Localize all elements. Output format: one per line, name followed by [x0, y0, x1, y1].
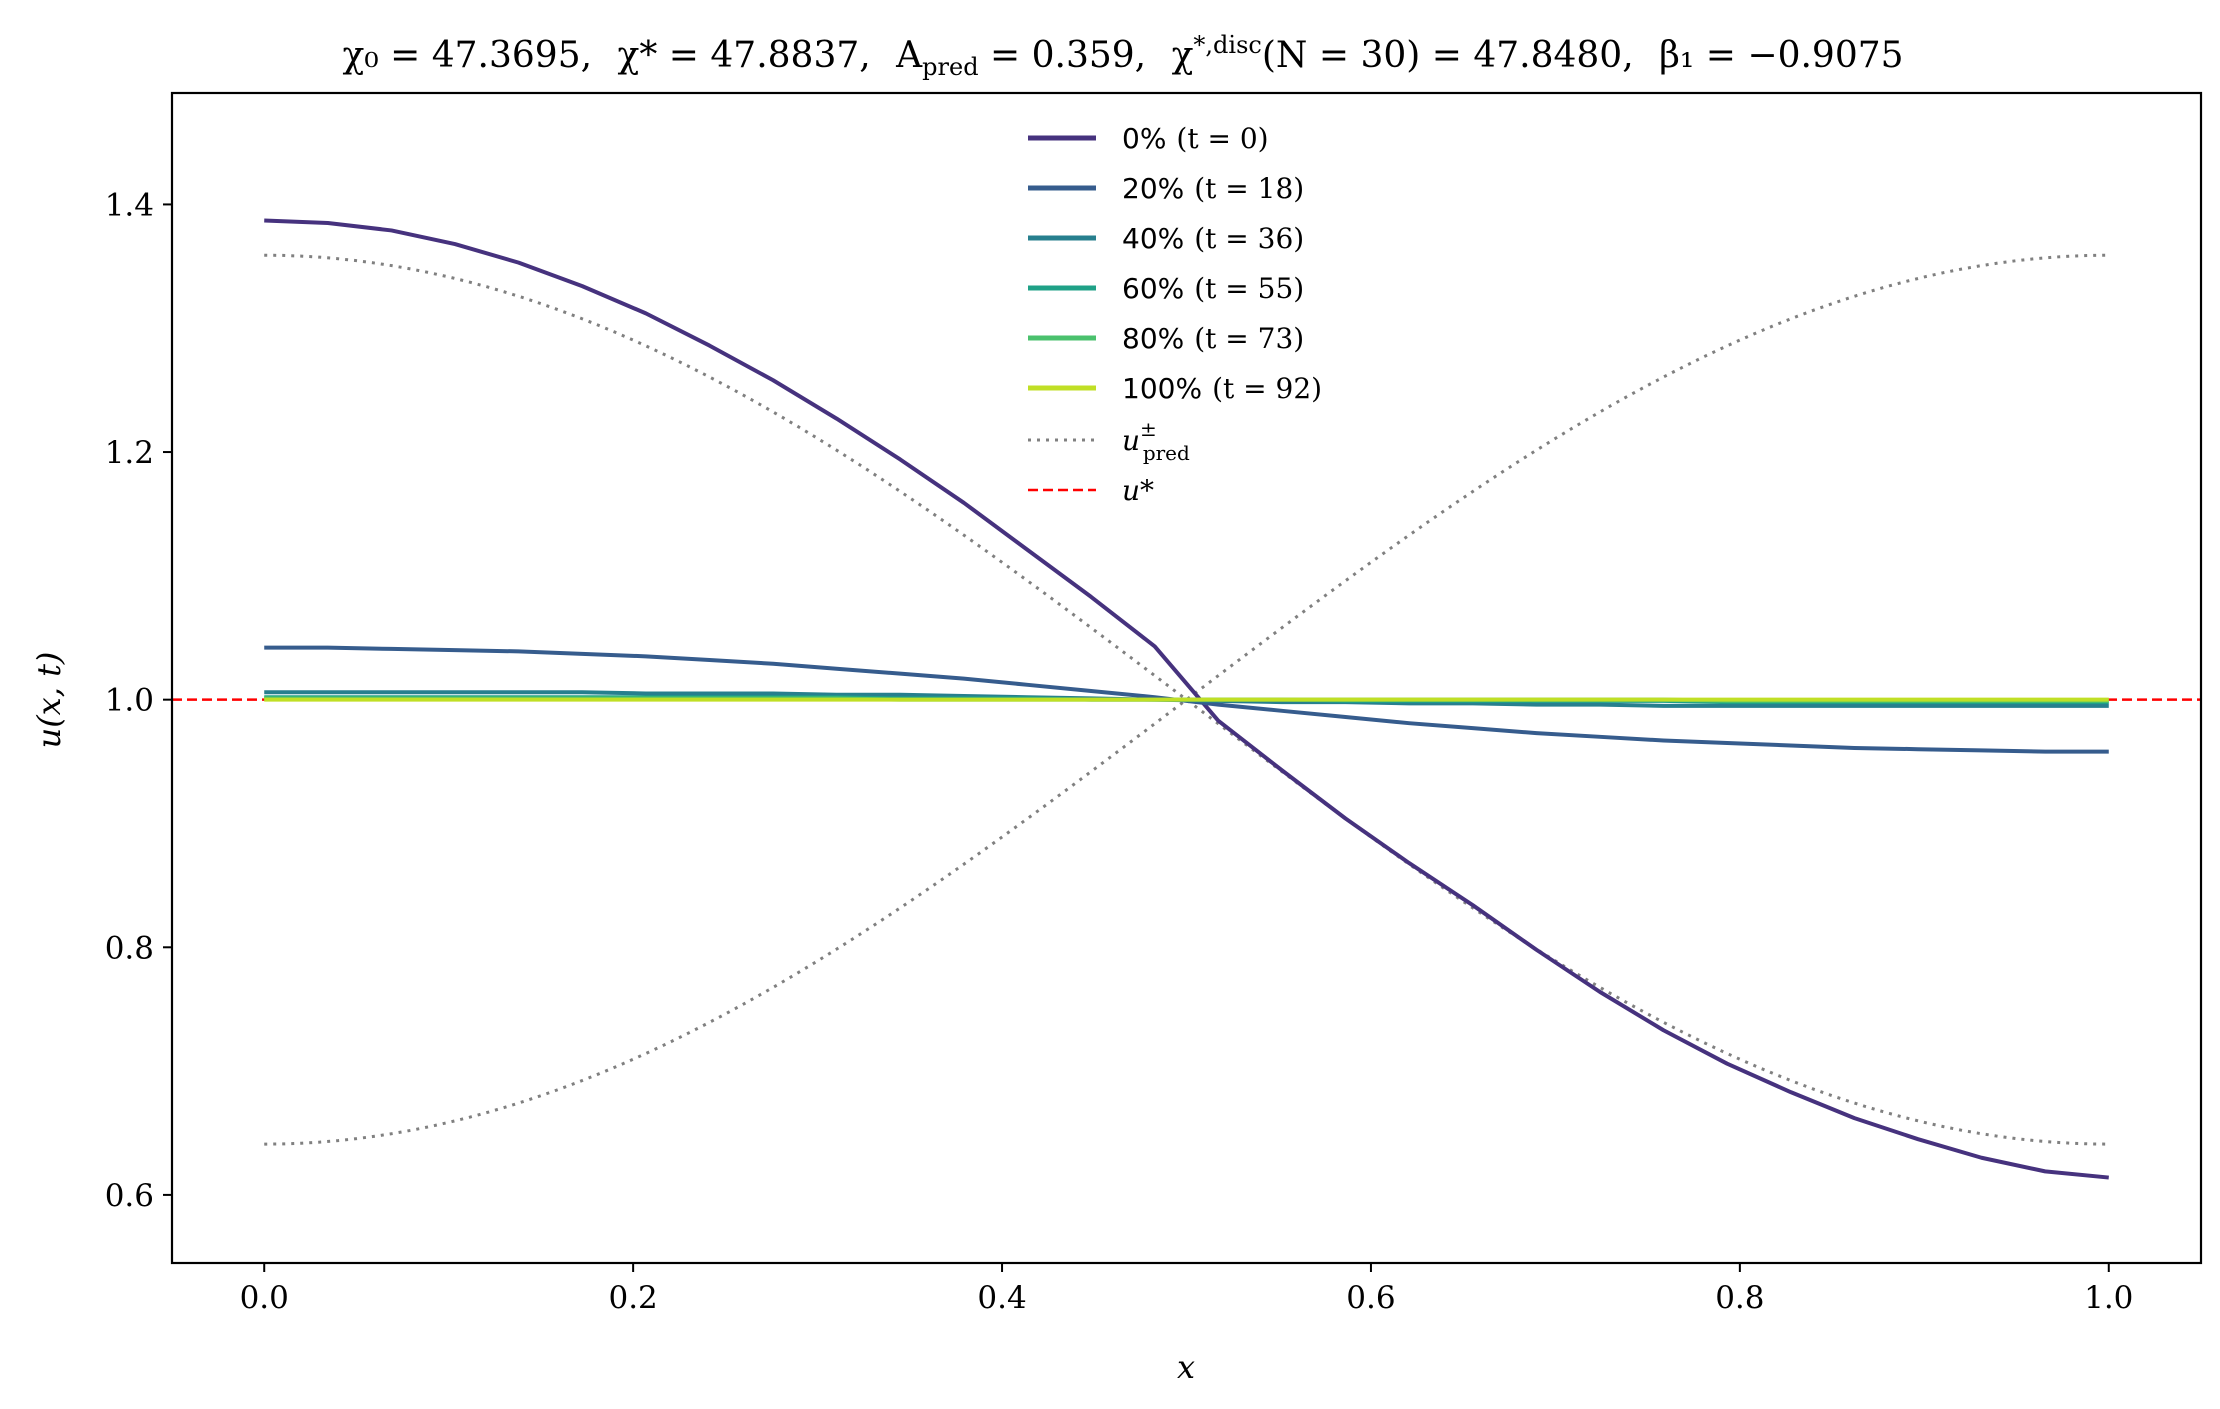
- chart-title: χ₀ = 47.3695, χ* = 47.8837, Apred = 0.35…: [342, 31, 1903, 81]
- legend-label-pct: 60%: [1122, 272, 1184, 305]
- x-axis: 0.0 0.2 0.4 0.6 0.8 1.0: [240, 1263, 2133, 1316]
- legend-label-pct: 20%: [1122, 172, 1184, 205]
- x-tick-label: 1.0: [2084, 1280, 2133, 1316]
- x-axis-label: x: [1177, 1348, 1195, 1386]
- plot-frame: [170, 91, 2203, 1265]
- title-apred-val: = 0.359,: [979, 35, 1147, 76]
- legend-label-pct: 100%: [1122, 372, 1202, 405]
- title-chidisc-val: (N = 30) = 47.8480,: [1262, 35, 1634, 76]
- title-apred-sub: pred: [922, 53, 978, 81]
- curves-layer: [172, 218, 2201, 1180]
- legend: 0% (t = 0) 20% (t = 18) 40% (t = 36) 60% (t = 5…: [1028, 122, 1322, 507]
- legend-label-0: 0% (t = 0): [1122, 122, 1269, 155]
- x-tick-label: 0.4: [977, 1280, 1026, 1316]
- title-apred: A: [895, 35, 923, 76]
- y-tick-label: 0.6: [105, 1178, 154, 1214]
- legend-label-time: (t = 36): [1194, 222, 1304, 255]
- legend-label-u-star: u*: [1122, 474, 1154, 507]
- legend-label-pct: 0%: [1122, 122, 1166, 155]
- legend-label-2: 40% (t = 36): [1122, 222, 1304, 255]
- legend-label-pct: 80%: [1122, 322, 1184, 355]
- legend-label-4: 80% (t = 73): [1122, 322, 1304, 355]
- y-axis: 0.6 0.8 1.0 1.2 1.4: [105, 187, 172, 1214]
- legend-label-time: (t = 73): [1194, 322, 1304, 355]
- legend-label-1: 20% (t = 18): [1122, 172, 1304, 205]
- legend-label-time: (t = 0): [1176, 122, 1268, 155]
- title-chidisc-sup: *,disc: [1193, 31, 1261, 59]
- legend-label-pct: 40%: [1122, 222, 1184, 255]
- title-beta: β₁ = −0.9075: [1659, 35, 1903, 76]
- y-tick-label: 0.8: [105, 930, 154, 966]
- title-chistar: χ* = 47.8837,: [618, 35, 871, 76]
- legend-label-time: (t = 18): [1194, 172, 1304, 205]
- x-tick-label: 0.6: [1346, 1280, 1395, 1316]
- x-tick-label: 0.2: [608, 1280, 657, 1316]
- series-line-0: [264, 218, 2109, 1180]
- y-tick-label: 1.0: [105, 683, 154, 719]
- title-chi0: χ₀ = 47.3695,: [342, 35, 592, 76]
- x-tick-label: 0.0: [240, 1280, 289, 1316]
- legend-label-5: 100% (t = 92): [1122, 372, 1322, 405]
- title-chidisc: χ: [1172, 35, 1194, 76]
- legend-label-time: (t = 92): [1212, 372, 1322, 405]
- legend-label-time: (t = 55): [1194, 272, 1304, 305]
- y-tick-label: 1.4: [105, 187, 154, 223]
- x-tick-label: 0.8: [1715, 1280, 1764, 1316]
- y-axis-label: u(x, t): [30, 652, 68, 749]
- legend-label-3: 60% (t = 55): [1122, 272, 1304, 305]
- y-tick-label: 1.2: [105, 435, 154, 471]
- legend-label-u-pred: u± pred: [1122, 417, 1190, 465]
